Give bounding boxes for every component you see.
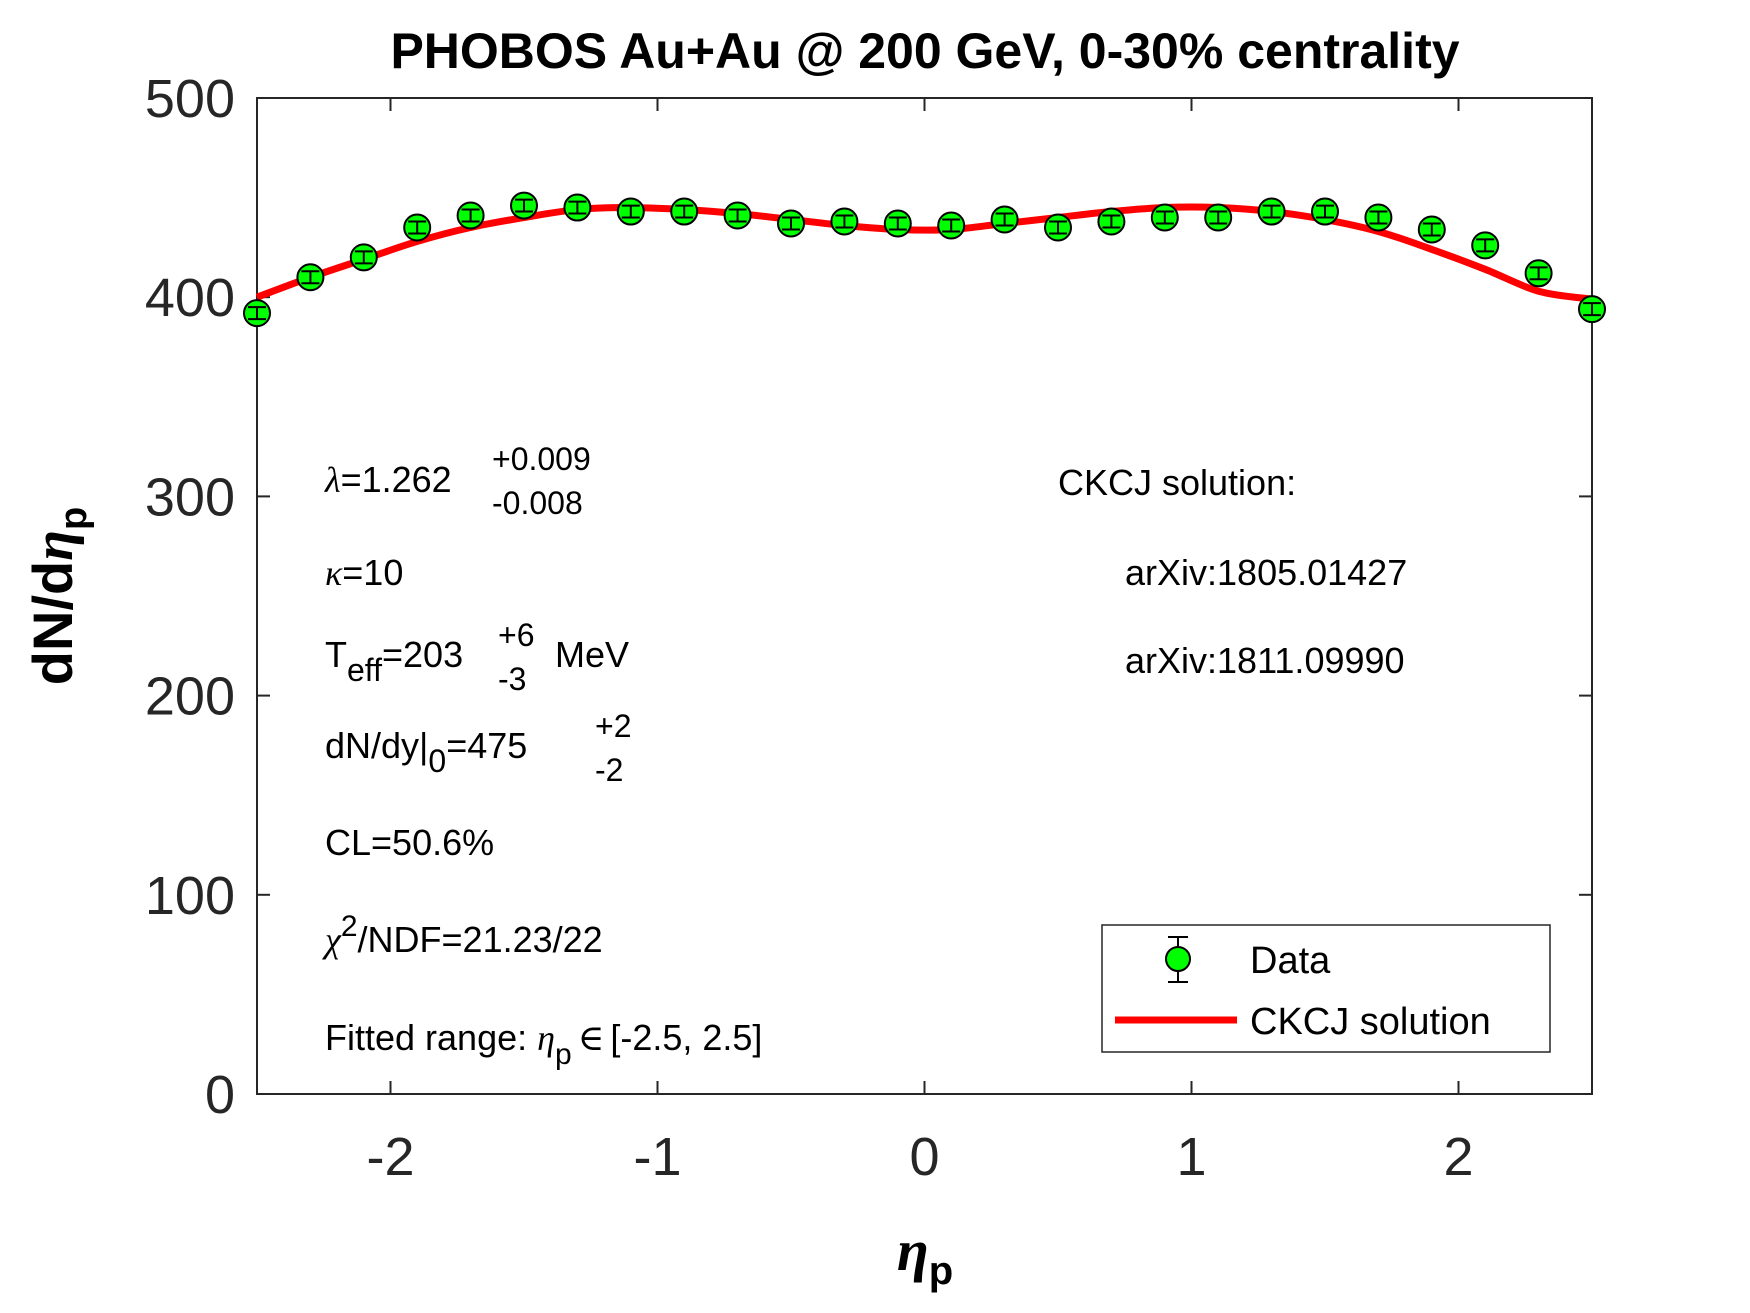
y-tick-label: 500 xyxy=(145,69,235,129)
data-point xyxy=(830,207,859,236)
dndy-base-sub: 0 xyxy=(428,743,446,779)
y-axis: 0 100 200 300 400 500 xyxy=(145,69,1592,1125)
chi-symbol: χ xyxy=(322,920,342,960)
fitted-prefix: Fitted range: xyxy=(325,1017,537,1058)
data-point xyxy=(883,209,912,238)
x-axis: -2 -1 0 1 2 xyxy=(366,98,1474,1187)
y-tick-label: 400 xyxy=(145,268,235,328)
ckcj-heading: CKCJ solution: xyxy=(1058,462,1296,503)
y-axis-label-subscript: p xyxy=(53,507,95,530)
x-tick-label: -1 xyxy=(633,1127,681,1187)
data-point xyxy=(616,197,645,226)
x-tick-label: 1 xyxy=(1176,1127,1206,1187)
data-point xyxy=(670,197,699,226)
data-point xyxy=(243,299,271,328)
teff-base: T xyxy=(325,634,347,675)
data-point xyxy=(937,211,966,240)
arxiv-ref-1: arXiv:1805.01427 xyxy=(1125,552,1407,593)
x-tick-label: 0 xyxy=(909,1127,939,1187)
y-tick-label: 300 xyxy=(145,467,235,527)
lambda-value: =1.262 xyxy=(341,459,452,500)
y-tick-label: 200 xyxy=(145,667,235,727)
data-points-layer xyxy=(243,191,1606,328)
data-point xyxy=(510,191,538,220)
lambda-symbol: λ xyxy=(324,460,341,500)
teff-value: =203 xyxy=(382,634,463,675)
dndy-base: dN/dy| xyxy=(325,725,428,766)
data-point xyxy=(777,209,805,238)
fitted-sub: p xyxy=(555,1038,572,1071)
chi-sup: 2 xyxy=(341,910,358,943)
teff-annotation: Teff=203 xyxy=(325,634,463,688)
y-axis-label: dN/dηp xyxy=(21,507,95,685)
cl-annotation: CL=50.6% xyxy=(325,822,494,863)
data-point xyxy=(456,201,485,230)
data-point xyxy=(1150,203,1179,232)
data-point xyxy=(1578,295,1606,324)
data-point xyxy=(1364,203,1393,232)
y-axis-label-symbol: η xyxy=(23,530,85,561)
data-point xyxy=(990,205,1019,234)
data-point xyxy=(1524,259,1553,288)
legend-data-marker xyxy=(1165,936,1191,983)
x-axis-label: ηp xyxy=(897,1218,953,1293)
dndy-annotation: dN/dy|0=475 xyxy=(325,725,527,779)
data-point xyxy=(1417,215,1446,244)
x-tick-label: -2 xyxy=(366,1127,414,1187)
data-point xyxy=(296,263,325,292)
y-tick-label: 0 xyxy=(205,1065,235,1125)
legend: Data CKCJ solution xyxy=(1101,924,1551,1053)
fitted-range-annotation: Fitted range: ηp ∈ [-2.5, 2.5] xyxy=(325,1017,762,1071)
chi2-value: /NDF=21.23/22 xyxy=(358,919,603,960)
data-point xyxy=(1097,207,1126,236)
teff-sup: +6 xyxy=(498,617,534,653)
kappa-value: =10 xyxy=(342,552,403,593)
fit-parameters: λ=1.262 +0.009 -0.008 κ=10 Teff=203 +6 -… xyxy=(322,441,762,1071)
lambda-annotation: λ=1.262 xyxy=(324,459,452,500)
dndy-sub: -2 xyxy=(595,752,623,788)
chart-title: PHOBOS Au+Au @ 200 GeV, 0-30% centrality xyxy=(390,23,1459,79)
fitted-rel: ∈ xyxy=(578,1018,605,1058)
data-point xyxy=(1311,197,1339,226)
data-point xyxy=(1471,231,1500,260)
data-point xyxy=(1257,197,1286,226)
teff-unit: MeV xyxy=(555,634,629,675)
data-point xyxy=(1044,213,1072,242)
lambda-sup: +0.009 xyxy=(492,441,591,477)
dndy-value: =475 xyxy=(446,725,527,766)
data-point xyxy=(563,193,592,222)
lambda-sub: -0.008 xyxy=(492,485,583,521)
data-point xyxy=(403,213,432,242)
fitted-range: [-2.5, 2.5] xyxy=(610,1017,762,1058)
arxiv-ref-2: arXiv:1811.09990 xyxy=(1125,640,1405,681)
y-tick-label: 100 xyxy=(145,866,235,926)
teff-sub: -3 xyxy=(498,661,526,697)
data-point xyxy=(349,243,378,272)
chi2-annotation: χ2/NDF=21.23/22 xyxy=(322,910,603,960)
legend-label-ckcj: CKCJ solution xyxy=(1250,1001,1491,1043)
kappa-annotation: κ=10 xyxy=(325,552,403,593)
references: CKCJ solution: arXiv:1805.01427 arXiv:18… xyxy=(1058,462,1407,681)
dndy-sup: +2 xyxy=(595,708,631,744)
teff-base-sub: eff xyxy=(347,652,382,688)
data-point xyxy=(1204,203,1233,232)
legend-label-data: Data xyxy=(1250,940,1331,982)
fitted-symbol: η xyxy=(537,1018,555,1058)
x-axis-label-subscript: p xyxy=(929,1249,953,1293)
kappa-symbol: κ xyxy=(325,553,343,593)
y-axis-label-prefix: dN/d xyxy=(21,561,84,685)
x-tick-label: 2 xyxy=(1443,1127,1473,1187)
x-axis-label-symbol: η xyxy=(897,1218,929,1283)
data-point xyxy=(723,201,752,230)
